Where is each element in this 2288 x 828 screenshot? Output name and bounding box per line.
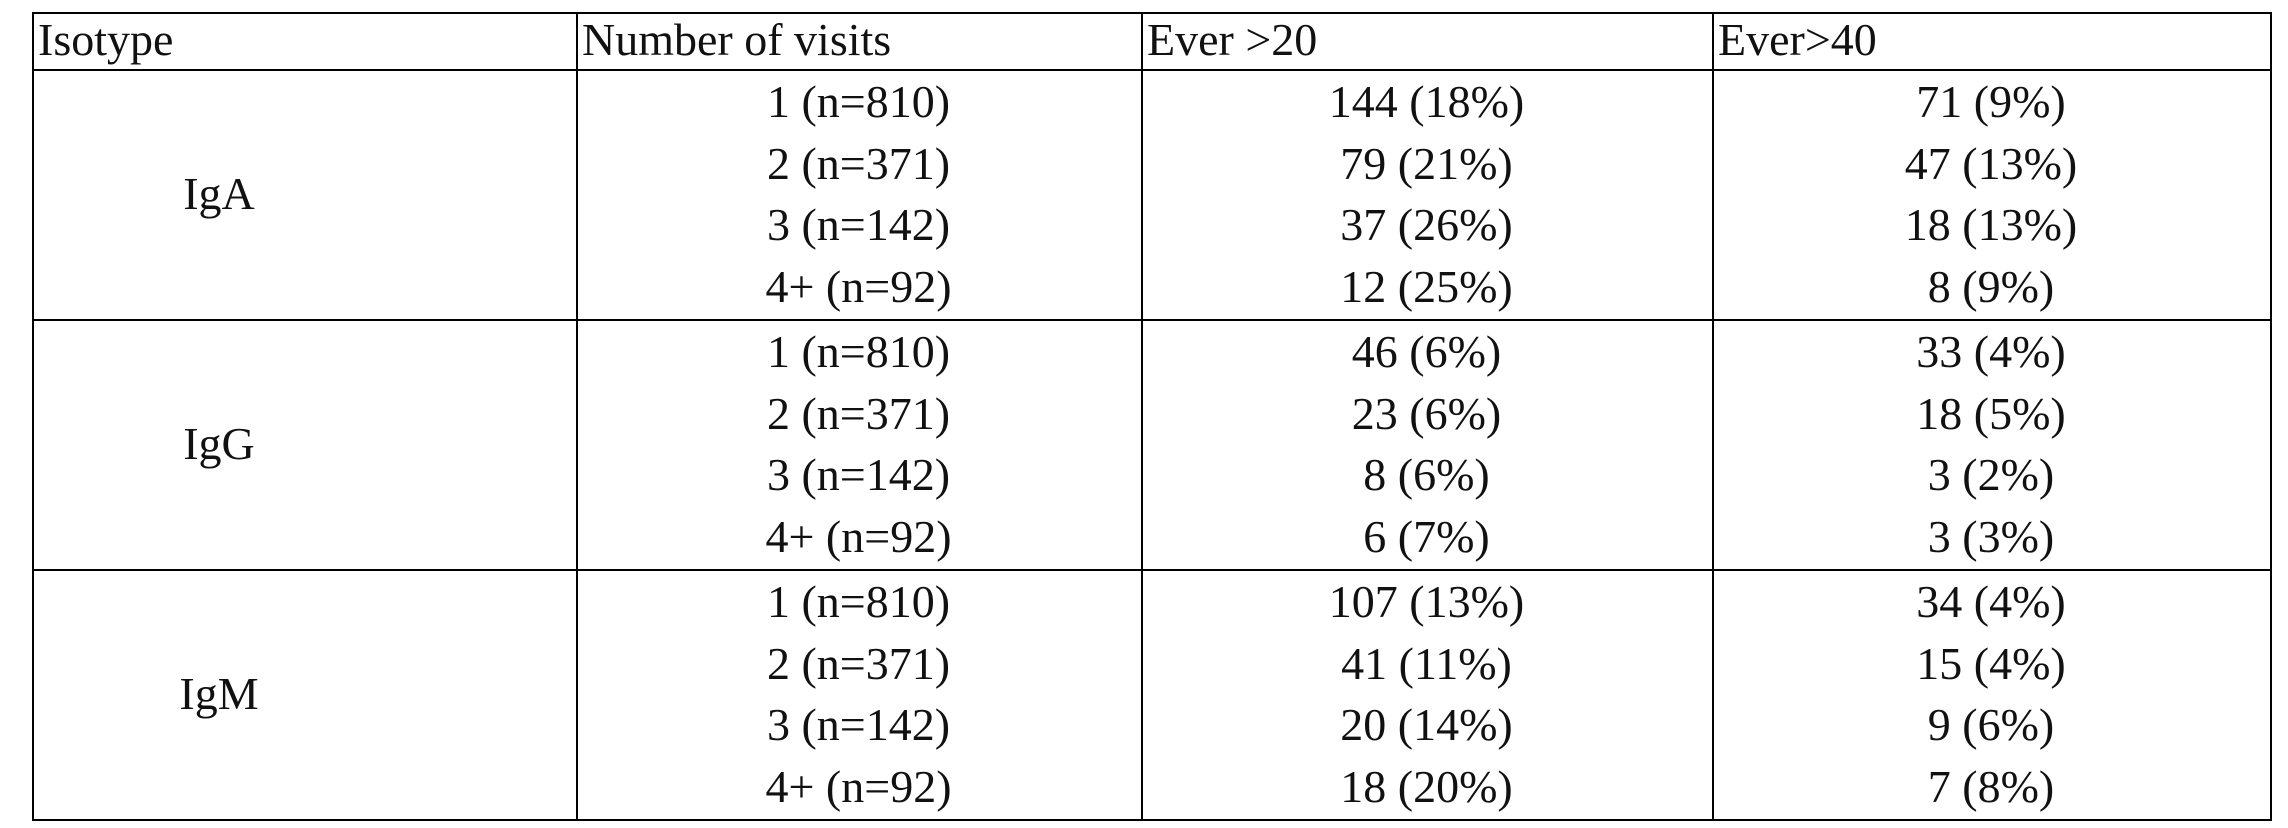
value-cell: 34 (4%) [1916,576,2066,627]
value-cell: 8 (9%) [1927,260,2055,312]
value-cell: 107 (13%) [1328,576,1525,627]
table-border [32,819,2272,821]
column-rule [1712,12,1714,821]
value-cell: 1 (n=810) [766,576,951,627]
table-border [32,12,2272,14]
value-cell: 7 (8%) [1927,760,2055,812]
value-cell: 3 (n=142) [766,699,951,750]
value-cell: 2 (n=371) [766,137,951,189]
value-cell: 1 (n=810) [766,76,951,127]
header-cell: Isotype [38,14,174,65]
value-cell: 4+ (n=92) [765,510,952,562]
value-cell: 33 (4%) [1916,326,2066,377]
header-cell: Number of visits [582,14,892,65]
value-cell: 4+ (n=92) [765,260,952,312]
header-cell: Ever >20 [1147,14,1318,65]
value-cell: 18 (13%) [1904,199,2078,250]
value-cell: 20 (14%) [1340,699,1513,750]
value-cell: 18 (5%) [1916,387,2066,439]
value-cell: 46 (6%) [1351,326,1502,377]
value-cell: 3 (3%) [1927,510,2055,562]
value-cell: 15 (4%) [1916,637,2066,689]
isotype-cell: IgM [179,668,259,719]
value-cell: 18 (20%) [1340,760,1513,812]
group-rule [32,319,2272,321]
value-cell: 9 (6%) [1927,699,2055,750]
column-rule [1141,12,1143,821]
value-cell: 47 (13%) [1904,137,2078,189]
header-cell: Ever>40 [1718,14,1877,65]
value-cell: 1 (n=810) [766,326,951,377]
value-cell: 12 (25%) [1340,260,1513,312]
value-cell: 3 (2%) [1927,449,2055,500]
value-cell: 3 (n=142) [766,449,951,500]
value-cell: 8 (6%) [1363,449,1490,500]
value-cell: 144 (18%) [1328,76,1525,127]
value-cell: 4+ (n=92) [765,760,952,812]
value-cell: 41 (11%) [1341,637,1512,689]
value-cell: 71 (9%) [1916,76,2066,127]
group-rule [32,569,2272,571]
column-rule [32,12,34,821]
value-cell: 2 (n=371) [766,387,951,439]
isotype-cell: IgG [183,418,255,469]
value-cell: 3 (n=142) [766,199,951,250]
value-cell: 37 (26%) [1340,199,1513,250]
row-rule [32,69,2272,71]
column-rule [2270,12,2272,821]
value-cell: 6 (7%) [1363,510,1490,562]
value-cell: 2 (n=371) [766,637,951,689]
value-cell: 79 (21%) [1340,137,1513,189]
column-rule [576,12,578,821]
isotype-cell: IgA [183,168,255,219]
value-cell: 23 (6%) [1351,387,1502,439]
